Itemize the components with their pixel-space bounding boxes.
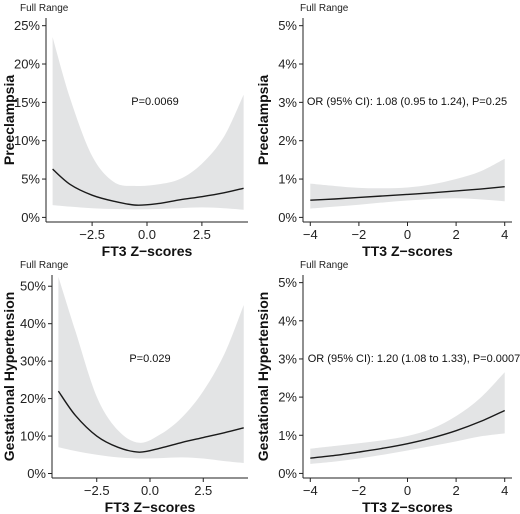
y-tick-label: 15%: [14, 95, 40, 110]
x-axis-label: FT3 Z−scores: [105, 499, 196, 514]
y-tick-label: 4%: [278, 313, 297, 328]
x-tick-label: 4: [501, 227, 508, 242]
panel-subtitle: Full Range: [20, 3, 69, 14]
y-tick-label: 5%: [278, 18, 297, 33]
y-tick-label: 10%: [14, 133, 40, 148]
x-tick-label: 0.0: [141, 483, 159, 498]
x-axis-label: TT3 Z−scores: [362, 243, 453, 259]
statistic-annotation: P=0.029: [129, 353, 170, 365]
y-tick-label: 2%: [278, 390, 297, 405]
y-tick-label: 25%: [14, 18, 40, 33]
x-tick-label: 0: [404, 227, 411, 242]
y-axis-label: Preeclampsia: [255, 75, 271, 165]
y-axis-label: Gestational Hypertension: [1, 292, 17, 462]
y-tick-label: 3%: [278, 351, 297, 366]
x-tick-label: 4: [501, 483, 508, 498]
y-tick-label: 40%: [20, 316, 46, 331]
estimate-line: [52, 168, 244, 206]
x-tick-label: 2.5: [194, 483, 212, 498]
y-tick-label: 4%: [278, 57, 297, 72]
y-tick-label: 20%: [20, 391, 46, 406]
x-tick-label: −2.5: [79, 227, 105, 242]
y-tick-label: 5%: [21, 172, 40, 187]
x-axis-label: FT3 Z−scores: [102, 243, 193, 259]
y-tick-label: 0%: [278, 210, 297, 225]
statistic-annotation: P=0.0069: [131, 96, 178, 108]
y-tick-label: 1%: [278, 428, 297, 443]
estimate-line: [310, 409, 505, 459]
confidence-band: [310, 372, 505, 464]
x-tick-label: −4: [303, 227, 318, 242]
statistic-annotation: OR (95% CI): 1.20 (1.08 to 1.33), P=0.00…: [308, 353, 520, 365]
x-tick-label: −4: [303, 483, 318, 498]
statistic-annotation: OR (95% CI): 1.08 (0.95 to 1.24), P=0.25: [307, 96, 507, 108]
y-tick-label: 5%: [278, 275, 297, 290]
confidence-band: [58, 276, 244, 464]
x-tick-label: −2: [351, 227, 366, 242]
y-axis-label: Gestational Hypertension: [255, 292, 271, 462]
chart-panel-2: 0% 1% 2% 3% 4% 5% −4 −2 0 2 4 TT3 Z−scores Preeclamp…: [255, 3, 512, 259]
x-axis-label: TT3 Z−scores: [362, 499, 453, 514]
x-tick-label: −2.5: [84, 483, 110, 498]
estimate-line: [310, 186, 505, 201]
y-tick-label: 3%: [278, 95, 297, 110]
y-tick-label: 20%: [14, 57, 40, 72]
y-tick-label: 0%: [278, 466, 297, 481]
confidence-band: [52, 37, 244, 210]
y-tick-label: 10%: [20, 429, 46, 444]
x-tick-label: 0: [404, 483, 411, 498]
panel-subtitle: Full Range: [300, 3, 349, 14]
estimate-line: [57, 390, 244, 453]
confidence-band: [310, 158, 505, 209]
y-tick-label: 2%: [278, 133, 297, 148]
panel-subtitle: Full Range: [20, 260, 69, 271]
y-tick-label: 0%: [21, 210, 40, 225]
y-tick-label: 0%: [27, 466, 46, 481]
x-tick-label: 2.5: [193, 227, 211, 242]
x-tick-label: −2: [351, 483, 366, 498]
chart-panel-4: 0% 1% 2% 3% 4% 5% −4 −2 0 2 4 TT3 Z−scores Gestation…: [255, 260, 520, 514]
y-axis-label: Preeclampsia: [1, 75, 17, 165]
y-tick-label: 30%: [20, 354, 46, 369]
panel-subtitle: Full Range: [300, 260, 349, 271]
x-tick-label: 2: [452, 483, 459, 498]
x-tick-label: 0.0: [138, 227, 156, 242]
y-tick-label: 1%: [278, 172, 297, 187]
y-tick-label: 50%: [20, 279, 46, 294]
x-tick-label: 2: [452, 227, 459, 242]
